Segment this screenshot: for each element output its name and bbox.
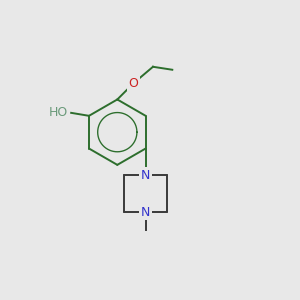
Text: O: O — [129, 76, 139, 90]
Text: N: N — [141, 169, 150, 182]
Text: N: N — [141, 206, 150, 219]
Text: HO: HO — [49, 106, 68, 119]
